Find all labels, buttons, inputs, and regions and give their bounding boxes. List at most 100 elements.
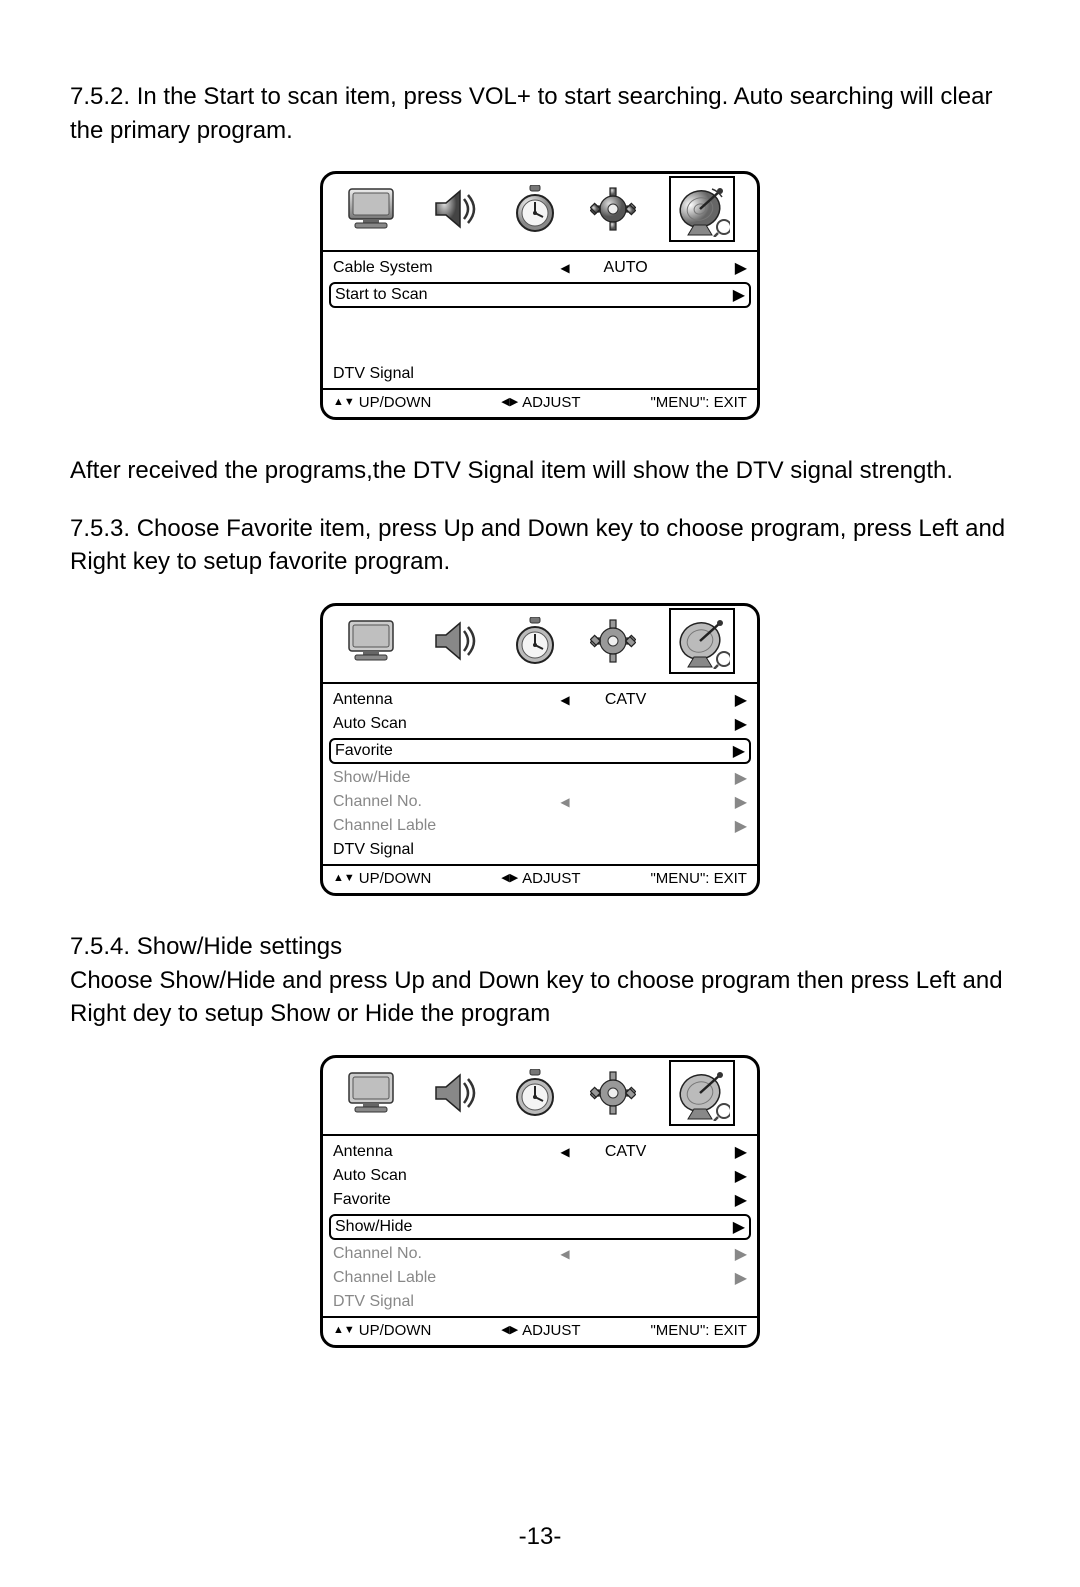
gear-icon — [590, 618, 636, 664]
row-start-to-scan[interactable]: Start to Scan ▶ — [329, 282, 751, 308]
right-arrow-icon: ▶ — [731, 285, 745, 305]
row-dtv-signal: DTV Signal — [333, 838, 747, 862]
row-label: Antenna — [333, 691, 483, 709]
menu-footer: ▲▼ UP/DOWN ◀▶ ADJUST "MENU": EXIT — [323, 388, 757, 417]
right-arrow-icon: ▶ — [733, 768, 747, 788]
menu-screenshot-1: Cable System ◀ AUTO ▶ Start to Scan ▶ DTV… — [70, 171, 1010, 420]
stopwatch-icon — [512, 1069, 558, 1117]
icon-strip — [323, 1058, 757, 1136]
gear-icon — [590, 186, 636, 232]
left-arrow-icon: ◀ — [560, 261, 569, 275]
row-show-hide: Show/Hide ▶ — [333, 766, 747, 790]
speaker-icon — [430, 1071, 480, 1115]
row-label: Channel No. — [333, 1245, 483, 1263]
speaker-icon — [430, 187, 480, 231]
footer-exit: "MENU": EXIT — [650, 870, 747, 887]
empty-spacer — [333, 310, 747, 362]
row-value: CATV — [596, 1143, 656, 1161]
menu-footer: ▲▼ UP/DOWN ◀▶ ADJUST "MENU": EXIT — [323, 1316, 757, 1345]
right-arrow-icon: ▶ — [733, 690, 747, 710]
row-show-hide[interactable]: Show/Hide ▶ — [329, 1214, 751, 1240]
row-value: AUTO — [596, 259, 656, 277]
menu-footer: ▲▼UP/DOWN ◀▶ADJUST "MENU": EXIT — [323, 864, 757, 893]
tv-icon — [345, 187, 397, 231]
page-number: -13- — [0, 1523, 1080, 1551]
right-arrow-icon: ▶ — [733, 1166, 747, 1186]
right-arrow-icon: ▶ — [733, 258, 747, 278]
icon-strip — [323, 606, 757, 684]
row-antenna[interactable]: Antenna ◀ CATV ▶ — [333, 688, 747, 712]
paragraph-752: 7.5.2. In the Start to scan item, press … — [70, 80, 1010, 147]
row-channel-label: Channel Lable ▶ — [333, 1266, 747, 1290]
heading-754: 7.5.4. Show/Hide settings — [70, 930, 1010, 964]
row-dtv-signal: DTV Signal — [333, 1290, 747, 1314]
paragraph-753: 7.5.3. Choose Favorite item, press Up an… — [70, 512, 1010, 579]
row-label: DTV Signal — [333, 365, 483, 383]
row-channel-no: Channel No. ◀ ▶ — [333, 1242, 747, 1266]
right-arrow-icon: ▶ — [733, 792, 747, 812]
right-arrow-icon: ▶ — [733, 714, 747, 734]
right-arrow-icon: ▶ — [733, 1142, 747, 1162]
row-label: Antenna — [333, 1143, 483, 1161]
row-label: Show/Hide — [335, 1218, 485, 1236]
row-label: Favorite — [335, 742, 485, 760]
updown-icon: ▲▼ — [333, 1325, 355, 1336]
row-channel-no: Channel No. ◀ ▶ — [333, 790, 747, 814]
leftright-icon: ◀▶ — [501, 1325, 518, 1336]
row-label: Channel No. — [333, 793, 483, 811]
row-label: DTV Signal — [333, 1293, 483, 1311]
menu-screenshot-3: Antenna ◀ CATV ▶ Auto Scan ▶ Favorite ▶ S… — [70, 1055, 1010, 1348]
left-arrow-icon: ◀ — [560, 693, 569, 707]
row-favorite[interactable]: Favorite ▶ — [329, 738, 751, 764]
right-arrow-icon: ▶ — [733, 1190, 747, 1210]
row-dtv-signal: DTV Signal — [333, 362, 747, 386]
paragraph-754: Choose Show/Hide and press Up and Down k… — [70, 964, 1010, 1031]
row-label: Start to Scan — [335, 286, 485, 304]
footer-exit: "MENU": EXIT — [650, 1322, 747, 1339]
satellite-dish-icon — [669, 1060, 735, 1126]
left-arrow-icon: ◀ — [560, 795, 569, 809]
leftright-icon: ◀▶ — [501, 397, 518, 408]
row-label: Channel Lable — [333, 1269, 483, 1287]
footer-exit: "MENU": EXIT — [650, 394, 747, 411]
row-label: DTV Signal — [333, 841, 483, 859]
footer-adjust: ADJUST — [522, 1322, 580, 1339]
menu-screenshot-2: Antenna ◀ CATV ▶ Auto Scan ▶ Favorite ▶ S… — [70, 603, 1010, 896]
icon-strip — [323, 174, 757, 252]
row-label: Auto Scan — [333, 715, 483, 733]
tv-icon — [345, 619, 397, 663]
right-arrow-icon: ▶ — [733, 1268, 747, 1288]
footer-adjust: ADJUST — [522, 870, 580, 887]
left-arrow-icon: ◀ — [560, 1145, 569, 1159]
right-arrow-icon: ▶ — [731, 1217, 745, 1237]
right-arrow-icon: ▶ — [733, 816, 747, 836]
row-favorite[interactable]: Favorite ▶ — [333, 1188, 747, 1212]
row-label: Show/Hide — [333, 769, 483, 787]
stopwatch-icon — [512, 185, 558, 233]
updown-icon: ▲▼ — [333, 873, 355, 884]
footer-updown: UP/DOWN — [359, 1322, 432, 1339]
row-auto-scan[interactable]: Auto Scan ▶ — [333, 712, 747, 736]
updown-icon: ▲▼ — [333, 397, 355, 408]
row-auto-scan[interactable]: Auto Scan ▶ — [333, 1164, 747, 1188]
right-arrow-icon: ▶ — [733, 1244, 747, 1264]
row-cable-system[interactable]: Cable System ◀ AUTO ▶ — [333, 256, 747, 280]
paragraph-after-menu1: After received the programs,the DTV Sign… — [70, 454, 1010, 488]
leftright-icon: ◀▶ — [501, 873, 518, 884]
left-arrow-icon: ◀ — [560, 1247, 569, 1261]
row-label: Cable System — [333, 259, 483, 277]
footer-updown: UP/DOWN — [359, 394, 432, 411]
satellite-dish-icon — [669, 176, 735, 242]
right-arrow-icon: ▶ — [731, 741, 745, 761]
row-channel-label: Channel Lable ▶ — [333, 814, 747, 838]
row-label: Auto Scan — [333, 1167, 483, 1185]
gear-icon — [590, 1070, 636, 1116]
satellite-dish-icon — [669, 608, 735, 674]
tv-icon — [345, 1071, 397, 1115]
stopwatch-icon — [512, 617, 558, 665]
row-antenna[interactable]: Antenna ◀ CATV ▶ — [333, 1140, 747, 1164]
footer-adjust: ADJUST — [522, 394, 580, 411]
speaker-icon — [430, 619, 480, 663]
row-value: CATV — [596, 691, 656, 709]
row-label: Favorite — [333, 1191, 483, 1209]
